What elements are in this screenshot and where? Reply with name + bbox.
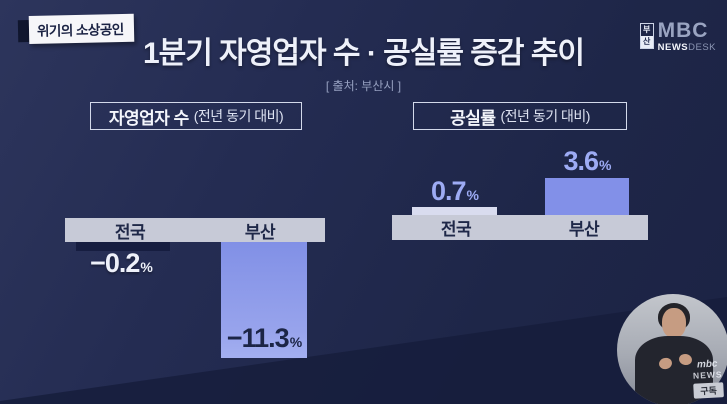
axis-bar-vacancy: 전국 부산 <box>392 215 648 240</box>
category-label-national: 전국 <box>114 222 146 242</box>
mbc-newsdesk-logo: 부 산 MBC NEWSDESK <box>639 20 716 53</box>
bar-national-vacancy <box>412 207 497 215</box>
region-badge-top: 부 <box>642 25 651 34</box>
mbc-logo-text: MBC NEWSDESK <box>658 20 716 53</box>
interpreter-face <box>662 308 686 338</box>
chart-header-vacancy: 공실률 (전년 동기 대비) <box>413 102 627 130</box>
value-busan-self-employed: −11.3% <box>226 323 302 353</box>
value-national-self-employed: −0.2% <box>90 248 153 278</box>
desk-label: DESK <box>688 42 716 53</box>
category-label-busan: 부산 <box>244 222 276 242</box>
mbc-brand: MBC <box>657 19 709 42</box>
headline-block: 1분기 자영업자 수 · 공실률 증감 추이 [ 출처: 부산시 ] <box>0 28 727 94</box>
page-title: 1분기 자영업자 수 · 공실률 증감 추이 <box>142 37 585 70</box>
category-label-busan: 부산 <box>568 220 600 239</box>
watermark-news-label: NEWS <box>692 369 723 381</box>
chart-title: 공실률 <box>450 108 496 128</box>
channel-watermark: mbc NEWS 구독 <box>683 358 727 401</box>
category-label-national: 전국 <box>440 220 472 239</box>
chart-subtitle: (전년 동기 대비) <box>500 108 591 124</box>
bar-national-self-employed <box>76 242 170 251</box>
news-label: NEWS <box>657 42 689 53</box>
region-badge-bottom: 산 <box>640 36 653 48</box>
chart-title: 자영업자 수 <box>108 108 189 128</box>
source-caption: [ 출처: 부산시 ] <box>325 79 402 93</box>
subscribe-button[interactable]: 구독 <box>692 382 725 399</box>
busan-region-badge: 부 산 <box>639 23 654 49</box>
value-busan-vacancy: 3.6% <box>563 146 612 176</box>
bar-busan-vacancy <box>545 178 629 215</box>
chart-header-self-employed: 자영업자 수 (전년 동기 대비) <box>90 102 302 130</box>
value-national-vacancy: 0.7% <box>431 176 479 206</box>
newsdesk-label: NEWSDESK <box>658 43 716 53</box>
chart-subtitle: (전년 동기 대비) <box>193 108 284 124</box>
axis-bar-self-employed: 전국 부산 <box>65 218 325 242</box>
bar-busan-self-employed <box>221 242 307 358</box>
